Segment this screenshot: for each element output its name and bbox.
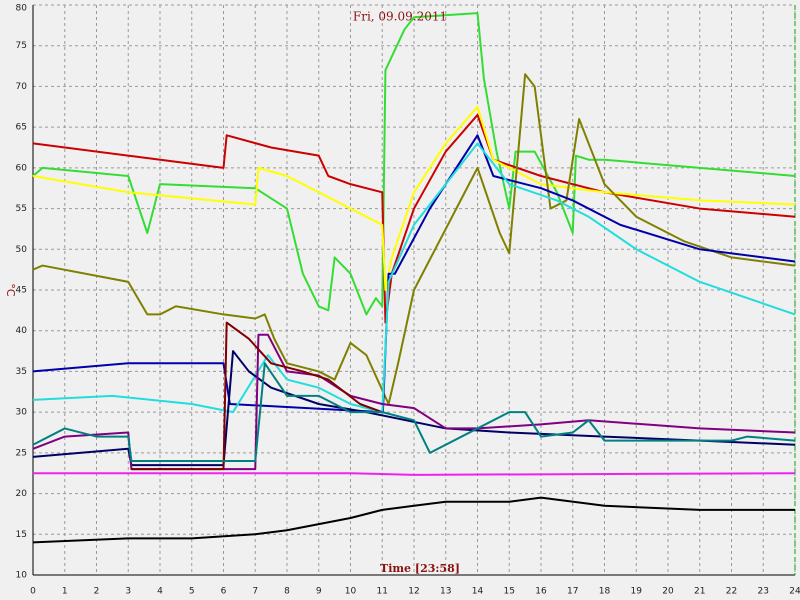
x-tick-label: 6 (221, 587, 227, 597)
y-tick-label: 15 (16, 530, 27, 540)
y-tick-label: 40 (16, 326, 28, 336)
x-tick-label: 8 (284, 587, 290, 597)
y-tick-label: 70 (16, 82, 28, 92)
x-tick-label: 3 (125, 587, 131, 597)
x-tick-label: 4 (157, 587, 163, 597)
series-line (32, 113, 796, 324)
x-tick-label: 24 (789, 587, 800, 597)
y-tick-label: 75 (16, 41, 27, 51)
y-tick-label: 50 (16, 245, 28, 255)
y-tick-label: 80 (16, 4, 28, 14)
x-tick-label: 5 (189, 587, 195, 597)
x-tick-label: 13 (440, 587, 451, 597)
x-tick-label: 21 (694, 587, 705, 597)
chart-title: Fri, 09.09.2011 (353, 10, 447, 24)
x-tick-label: 18 (599, 587, 611, 597)
x-tick-label: 11 (377, 587, 388, 597)
y-tick-label: 25 (16, 448, 27, 458)
y-tick-label: 35 (16, 367, 27, 377)
x-tick-label: 23 (758, 587, 769, 597)
series-line (32, 12, 796, 316)
y-tick-label: 55 (16, 204, 27, 214)
x-tick-label: 19 (631, 587, 643, 597)
y-tick-label: 45 (16, 286, 27, 296)
x-tick-label: 7 (252, 587, 258, 597)
series-line (32, 142, 796, 414)
x-tick-label: 16 (535, 587, 547, 597)
series-line (32, 496, 795, 544)
x-tick-label: 20 (662, 587, 674, 597)
x-tick-label: 17 (567, 587, 578, 597)
x-tick-label: 1 (62, 587, 68, 597)
x-tick-label: 0 (30, 587, 36, 597)
x-tick-label: 12 (408, 587, 419, 597)
y-tick-label: 20 (16, 489, 28, 499)
x-axis-label: Time [23:58] (380, 562, 460, 575)
y-tick-label: 65 (16, 123, 27, 133)
x-tick-label: 2 (94, 587, 100, 597)
series-line (33, 472, 796, 476)
y-axis-label: °C (4, 283, 17, 297)
y-tick-label: 60 (16, 163, 28, 173)
x-tick-label: 10 (345, 587, 357, 597)
y-tick-label: 10 (16, 571, 28, 581)
series-line (32, 362, 796, 462)
series-line (32, 73, 796, 405)
x-tick-label: 22 (726, 587, 737, 597)
x-tick-label: 9 (316, 587, 322, 597)
series-line (131, 321, 383, 471)
series-line (32, 134, 796, 414)
y-tick-label: 30 (16, 408, 28, 418)
x-tick-label: 15 (504, 587, 515, 597)
x-tick-label: 14 (472, 587, 484, 597)
